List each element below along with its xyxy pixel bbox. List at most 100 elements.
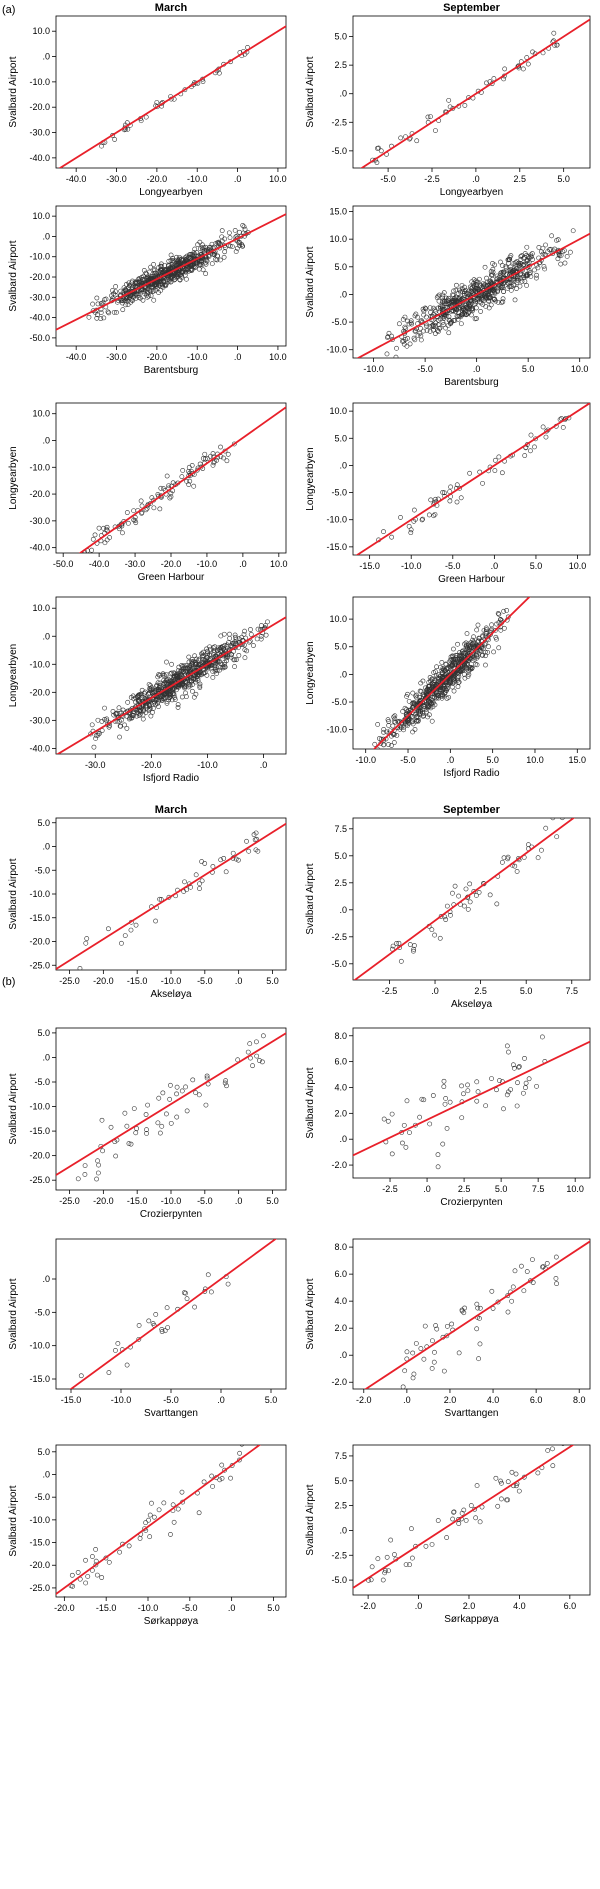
data-point — [143, 507, 149, 513]
data-point — [217, 257, 223, 263]
points-group — [80, 441, 237, 553]
data-point — [164, 699, 170, 704]
data-point — [476, 276, 482, 282]
data-point — [381, 1116, 387, 1122]
data-point — [137, 295, 143, 301]
y-axis-label: Longyearbyen — [305, 447, 316, 510]
fit-line-group — [56, 1445, 262, 1596]
data-point — [394, 941, 399, 946]
data-point — [224, 458, 230, 464]
data-point — [389, 733, 394, 739]
data-point — [134, 280, 140, 286]
data-point — [417, 688, 423, 694]
data-point — [390, 943, 396, 949]
scatter-plot-7: -30.0 -20.0 -10.0 .0 -40.0 -30.0 -20.0 -10.0 .0 1… — [8, 596, 287, 784]
data-point — [138, 498, 144, 504]
data-point — [474, 653, 479, 658]
data-point — [209, 261, 215, 267]
plot-frame — [55, 15, 287, 169]
data-point — [459, 1083, 464, 1089]
data-point — [195, 676, 201, 681]
x-tick-label: -5.0 — [182, 1603, 198, 1613]
data-point — [388, 1537, 394, 1543]
data-point — [109, 293, 114, 299]
data-point — [221, 631, 227, 637]
data-point — [134, 1126, 139, 1131]
data-point — [509, 269, 515, 274]
data-point — [410, 721, 416, 727]
data-point — [374, 160, 380, 165]
data-point — [421, 312, 427, 318]
data-point — [174, 1114, 180, 1120]
data-point — [398, 958, 404, 964]
data-point — [206, 253, 212, 259]
data-point — [221, 254, 227, 260]
data-point — [191, 483, 197, 489]
data-point — [236, 1457, 242, 1463]
data-point — [407, 341, 413, 347]
data-point — [368, 1577, 374, 1583]
data-point — [447, 301, 453, 307]
data-point — [459, 1115, 465, 1121]
data-point — [119, 713, 125, 719]
data-point — [99, 143, 104, 149]
data-point — [504, 1043, 510, 1049]
data-point — [415, 715, 421, 720]
data-point — [498, 1496, 504, 1502]
x-tick-label: 10.0 — [526, 755, 544, 765]
data-point — [147, 686, 153, 692]
data-point — [462, 287, 468, 293]
data-point — [540, 424, 546, 430]
data-point — [429, 323, 435, 329]
data-point — [102, 705, 107, 711]
y-tick-label: 6.0 — [334, 1269, 347, 1279]
data-point — [421, 713, 427, 718]
data-point — [465, 906, 471, 912]
data-point — [168, 276, 174, 282]
data-point — [451, 673, 457, 679]
data-point — [145, 1102, 151, 1108]
data-point — [151, 1514, 157, 1520]
data-point — [450, 658, 456, 664]
data-point — [450, 653, 455, 659]
data-point — [440, 292, 446, 298]
data-point — [516, 1488, 522, 1494]
data-point — [425, 714, 431, 720]
data-point — [265, 619, 270, 625]
data-point — [394, 345, 399, 351]
data-point — [492, 262, 497, 268]
x-axis-label: Green Harbour — [438, 574, 505, 585]
data-point — [473, 893, 479, 898]
data-point — [212, 668, 218, 674]
data-point — [442, 1101, 448, 1107]
data-point — [474, 1483, 480, 1488]
data-point — [399, 720, 404, 725]
data-point — [461, 1310, 467, 1316]
data-point — [455, 641, 460, 647]
data-point — [400, 709, 406, 714]
data-point — [254, 1053, 260, 1059]
data-point — [519, 253, 525, 259]
data-point — [159, 1123, 165, 1129]
data-point — [106, 724, 112, 730]
data-point — [389, 333, 395, 339]
data-point — [156, 1507, 162, 1513]
data-point — [215, 253, 220, 259]
y-axis-label: Svalbard Airport — [8, 240, 19, 311]
data-point — [402, 324, 408, 330]
data-point — [209, 1473, 215, 1479]
y-tick-label: .0 — [42, 842, 50, 852]
data-point — [234, 657, 239, 663]
data-point — [467, 899, 473, 905]
data-point — [139, 687, 145, 693]
data-point — [180, 679, 185, 685]
fit-line-group — [353, 1040, 590, 1157]
data-point — [214, 457, 220, 463]
data-point — [389, 743, 394, 748]
data-point — [159, 1329, 165, 1334]
data-point — [448, 663, 454, 668]
y-tick-label: 7.5 — [334, 824, 347, 834]
y-axis-label: Svalbard Airport — [305, 1278, 316, 1349]
data-point — [94, 1572, 100, 1578]
x-tick-label: .0 — [431, 986, 439, 996]
